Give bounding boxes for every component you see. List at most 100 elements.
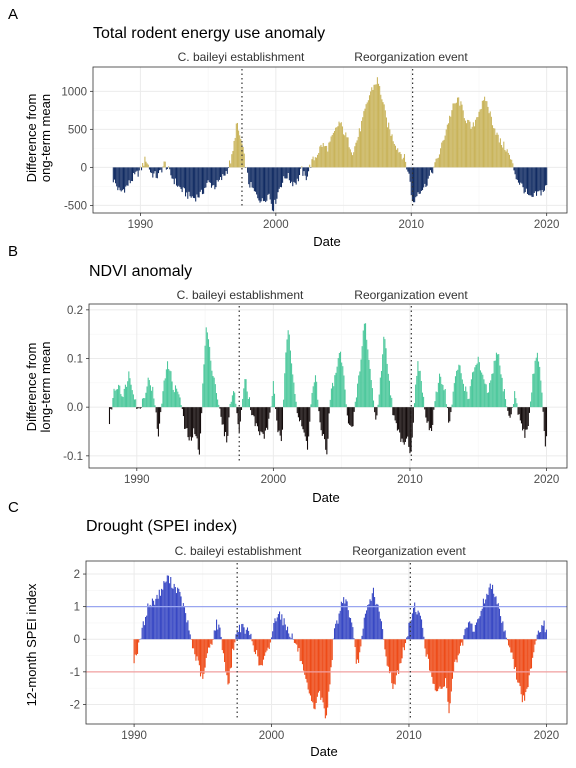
bar — [469, 121, 471, 168]
bar — [128, 167, 130, 181]
bar — [326, 407, 328, 455]
bar — [509, 407, 511, 418]
bar — [315, 639, 317, 704]
bar — [476, 117, 478, 168]
bar — [445, 129, 447, 168]
bar — [510, 407, 512, 415]
bar — [296, 639, 298, 645]
bar — [266, 639, 268, 651]
bar — [306, 167, 308, 177]
bar — [259, 407, 261, 436]
bar — [322, 639, 324, 703]
bar — [274, 618, 276, 640]
bar — [134, 639, 136, 655]
bar — [488, 113, 490, 168]
bar — [135, 399, 137, 408]
bar — [240, 632, 242, 640]
bar — [333, 628, 336, 640]
bar — [205, 639, 207, 658]
x-tick-label: 2010 — [398, 219, 424, 231]
bar — [204, 639, 206, 668]
bar — [410, 620, 412, 640]
bar — [453, 639, 455, 673]
bar — [178, 588, 180, 640]
bar — [519, 167, 521, 185]
bar — [382, 354, 384, 408]
bar — [277, 407, 279, 433]
bar — [116, 167, 118, 187]
bar — [138, 407, 140, 408]
bar — [308, 639, 310, 694]
bar — [246, 391, 248, 408]
bar — [514, 391, 516, 408]
bar — [394, 639, 396, 685]
bar — [396, 149, 398, 168]
bar — [260, 407, 262, 432]
bar — [119, 167, 121, 191]
bar — [449, 115, 451, 168]
bar — [352, 627, 354, 640]
bar — [255, 407, 257, 424]
bar — [182, 167, 184, 188]
bar — [360, 639, 362, 647]
bar — [335, 623, 337, 640]
bar — [545, 167, 547, 186]
bar — [535, 167, 538, 196]
bar — [289, 167, 292, 184]
bar — [347, 407, 350, 424]
bar — [518, 407, 520, 415]
bar — [511, 639, 513, 653]
bar — [522, 639, 525, 696]
bar — [300, 167, 302, 169]
bar — [219, 627, 221, 640]
bar — [485, 599, 487, 640]
bar — [338, 121, 340, 168]
bar — [364, 613, 366, 640]
bar — [367, 100, 369, 168]
bar — [513, 167, 515, 171]
bar — [374, 597, 376, 640]
bar — [411, 407, 413, 438]
bar — [543, 167, 545, 191]
bar — [454, 639, 456, 662]
bar — [324, 639, 326, 719]
bar — [157, 167, 159, 174]
bar — [175, 167, 178, 186]
bar — [191, 639, 194, 649]
bar — [401, 159, 403, 168]
bar — [399, 639, 401, 664]
bar — [362, 330, 364, 408]
bar — [139, 166, 141, 168]
bar — [243, 627, 245, 640]
bar — [224, 639, 226, 663]
bar — [165, 369, 167, 408]
bar — [249, 635, 251, 640]
bar — [415, 167, 417, 198]
bar — [424, 407, 426, 410]
bar — [490, 116, 492, 168]
bar — [122, 167, 125, 190]
bar — [216, 619, 218, 640]
bar — [252, 639, 254, 646]
bar — [237, 407, 239, 425]
bar — [256, 407, 258, 427]
bar — [362, 117, 364, 168]
panel-c: C Drought (SPEI index) C. baileyi establ… — [8, 499, 568, 759]
bar — [469, 621, 471, 640]
bar — [204, 167, 206, 189]
bar — [120, 167, 122, 192]
bar — [192, 167, 194, 198]
bar — [463, 118, 465, 168]
bar — [279, 407, 281, 436]
bar — [205, 327, 207, 408]
bar — [416, 614, 418, 640]
bar — [512, 163, 514, 168]
bar — [233, 140, 235, 168]
bar — [212, 639, 214, 640]
bar — [408, 622, 410, 640]
bar — [115, 389, 117, 408]
bar — [420, 167, 422, 191]
annotation-label: Reorganization event — [354, 288, 468, 302]
bar — [505, 151, 507, 168]
bar — [440, 148, 442, 168]
